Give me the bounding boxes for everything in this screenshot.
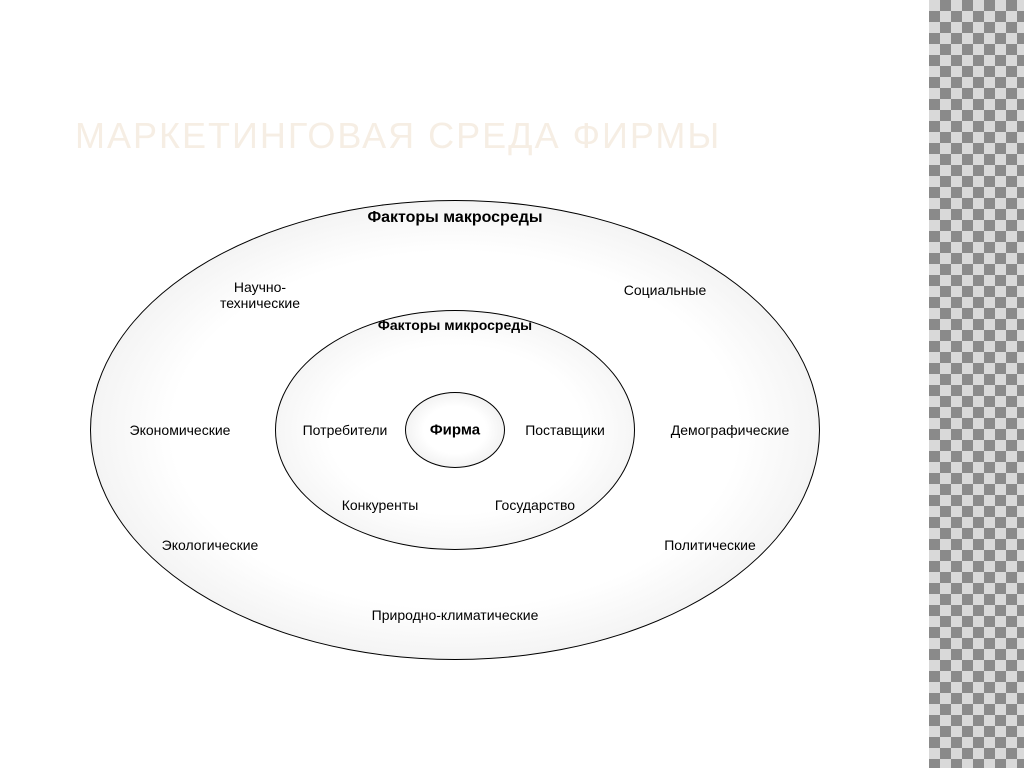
label-micro-left: Потребители [303,422,388,438]
label-micro-right: Поставщики [525,422,605,438]
slide-title: МАРКЕТИНГОВАЯ СРЕДА ФИРМЫ [75,115,721,157]
label-macro-r: Демографические [671,422,790,438]
label-macro-tr: Социальные [624,282,707,298]
decorative-pattern [929,0,1024,768]
label-macro-bl: Экологические [162,537,259,553]
label-macro-br: Политические [664,537,756,553]
label-macro-l: Экономические [130,422,231,438]
label-micro-bl: Конкуренты [342,497,419,513]
label-center: Фирма [430,421,480,438]
label-macro-bottom: Природно-климатические [372,607,539,623]
label-macro-title: Факторы макросреды [367,209,542,227]
label-macro-tl: Научно- технические [220,279,300,311]
slide: МАРКЕТИНГОВАЯ СРЕДА ФИРМЫ Фирма Факторы … [0,0,1024,768]
marketing-environment-diagram: Фирма Факторы макросреды Факторы микроср… [90,200,820,660]
label-micro-br: Государство [495,497,575,513]
label-micro-title: Факторы микросреды [378,317,532,333]
